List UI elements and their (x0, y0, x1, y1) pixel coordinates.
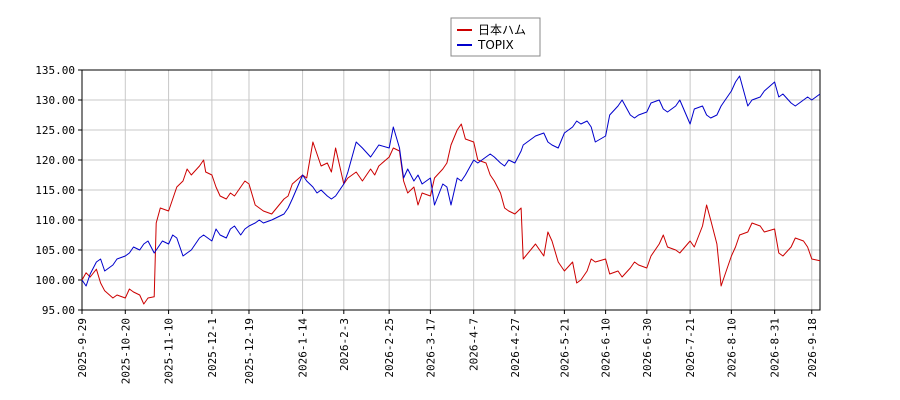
x-tick-label: 2026-2-25 (383, 318, 396, 378)
x-tick-label: 2025-12-1 (206, 318, 219, 378)
legend-label-series-0: 日本ハム (478, 23, 526, 37)
x-tick-label: 2026-9-18 (806, 318, 819, 378)
y-tick-label: 125.00 (35, 124, 75, 137)
y-tick-label: 120.00 (35, 154, 75, 167)
series-layer (81, 75, 821, 305)
x-tick-label: 2025-12-19 (243, 318, 256, 384)
x-tick-label: 2026-4-27 (509, 318, 522, 378)
legend-box (450, 17, 541, 57)
series-line-nipponham (81, 123, 821, 305)
y-axis: 95.00 100.00 105.00 110.00 115.00 120.00 125.0… (35, 64, 82, 317)
y-tick-label: 135.00 (35, 64, 75, 77)
x-tick-label: 2025-9-29 (76, 318, 89, 378)
legend-label-series-1: TOPIX (477, 38, 514, 52)
x-tick-label: 2026-6-30 (641, 318, 654, 378)
x-tick-label: 2025-11-10 (163, 318, 176, 384)
y-tick-label: 95.00 (42, 304, 75, 317)
y-tick-label: 115.00 (35, 184, 75, 197)
x-tick-label: 2026-5-21 (558, 318, 571, 378)
y-tick-label: 100.00 (35, 274, 75, 287)
x-tick-label: 2026-8-31 (769, 318, 782, 378)
x-tick-label: 2026-2-3 (338, 318, 351, 371)
series-line-topix (81, 75, 821, 287)
y-tick-label: 105.00 (35, 244, 75, 257)
x-tick-label: 2026-4-7 (468, 318, 481, 371)
x-tick-label: 2026-7-21 (684, 318, 697, 378)
x-tick-label: 2026-3-17 (424, 318, 437, 378)
x-tick-label: 2026-1-14 (297, 318, 310, 378)
y-tick-label: 130.00 (35, 94, 75, 107)
x-tick-label: 2026-8-10 (725, 318, 738, 378)
legend: 日本ハム TOPIX (450, 17, 541, 57)
x-tick-label: 2026-6-10 (600, 318, 613, 378)
y-tick-label: 110.00 (35, 214, 75, 227)
x-tick-label: 2025-10-20 (119, 318, 132, 384)
x-axis: 2025-9-29 2025-10-20 2025-11-10 2025-12-1 20… (76, 310, 819, 384)
grid (81, 69, 820, 311)
